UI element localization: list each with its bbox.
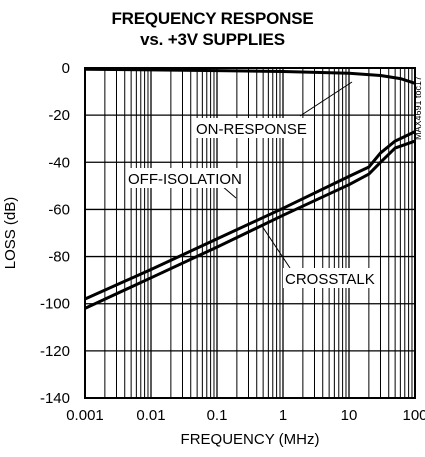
crosstalk-leader bbox=[261, 225, 291, 269]
figure-code: MAX4691 toc17 bbox=[413, 76, 423, 140]
x-tick-label: 0.001 bbox=[66, 407, 104, 424]
x-tick-label: 0.1 bbox=[207, 407, 228, 424]
off-isolation-line bbox=[84, 130, 416, 301]
plot-frame bbox=[84, 67, 416, 399]
y-tick-label: -120 bbox=[40, 343, 70, 360]
major-grid bbox=[84, 67, 416, 399]
crosstalk-label: CROSSTALK bbox=[285, 271, 375, 288]
chart-title-block: FREQUENCY RESPONSE vs. +3V SUPPLIES bbox=[0, 8, 425, 50]
y-tick-label: -40 bbox=[48, 154, 70, 171]
y-tick-label: -60 bbox=[48, 201, 70, 218]
series-layer bbox=[84, 67, 416, 310]
y-tick-label: -140 bbox=[40, 390, 70, 407]
on-response-leader bbox=[299, 81, 353, 117]
y-tick-label: -100 bbox=[40, 296, 70, 313]
y-tick-label: -20 bbox=[48, 107, 70, 124]
y-axis-label: LOSS (dB) bbox=[2, 197, 19, 270]
off-isolation-label: OFF-ISOLATION bbox=[128, 171, 242, 188]
on-response-label: ON-RESPONSE bbox=[196, 121, 307, 138]
crosstalk-line bbox=[84, 139, 416, 310]
x-tick-label: 100 bbox=[402, 407, 425, 424]
chart-subtitle: vs. +3V SUPPLIES bbox=[140, 30, 285, 49]
on-response-label-bg bbox=[194, 118, 305, 138]
y-tick-label: 0 bbox=[62, 60, 70, 77]
x-tick-label: 1 bbox=[279, 407, 287, 424]
x-axis-label: FREQUENCY (MHz) bbox=[181, 431, 320, 448]
x-tick-labels: 0.001 0.01 0.1 1 10 100 bbox=[66, 407, 425, 424]
annotations: ON-RESPONSE OFF-ISOLATION CROSSTALK MAX4… bbox=[126, 76, 423, 288]
chart-title: FREQUENCY RESPONSE bbox=[111, 9, 314, 28]
on-response-line bbox=[84, 67, 416, 85]
y-tick-labels: 0 -20 -40 -60 -80 -100 -120 -140 bbox=[40, 60, 70, 407]
x-tick-label: 0.01 bbox=[136, 407, 165, 424]
y-tick-label: -80 bbox=[48, 249, 70, 266]
crosstalk-label-bg bbox=[283, 268, 376, 288]
x-tick-label: 10 bbox=[341, 407, 358, 424]
off-isolation-label-bg bbox=[126, 168, 239, 188]
